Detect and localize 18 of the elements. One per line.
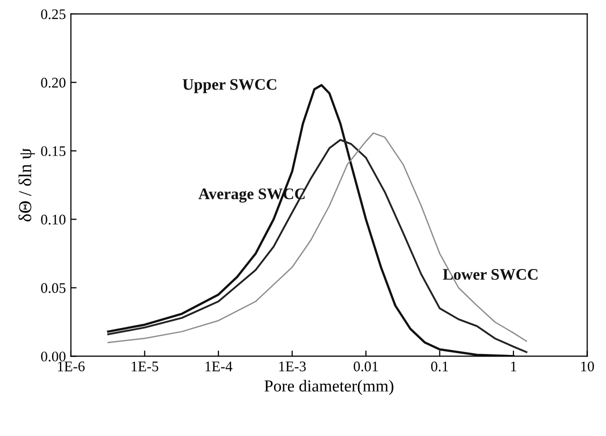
y-tick-label: 0.05 — [41, 283, 66, 294]
text: Upper SWCC — [182, 79, 276, 94]
series-label: Lower SWCC — [442, 269, 538, 280]
x-tick-label: 1E-5 — [132, 362, 158, 372]
x-tick-label: 0.01 — [354, 361, 378, 372]
y-tick-label: 0.15 — [41, 146, 66, 156]
x-tick-label: 0.1 — [431, 361, 448, 372]
y-axis-title: δΘ / δln ψ — [18, 148, 35, 222]
x-tick-label: 1E-6 — [58, 362, 85, 372]
x-tick-label: 10 — [581, 361, 594, 372]
y-tick-label: 0.10 — [41, 214, 66, 225]
x-tick-label: 1E-4 — [206, 362, 232, 372]
y-tick-label: 0.20 — [41, 78, 66, 88]
y-tick-label: 0.25 — [41, 9, 66, 20]
y-tick-label: 0.00 — [41, 352, 66, 362]
x-tick-label: 1 — [511, 362, 516, 372]
x-tick-label: 1E-3 — [279, 362, 306, 372]
x-axis-title: Pore diameter(mm) — [264, 380, 394, 395]
